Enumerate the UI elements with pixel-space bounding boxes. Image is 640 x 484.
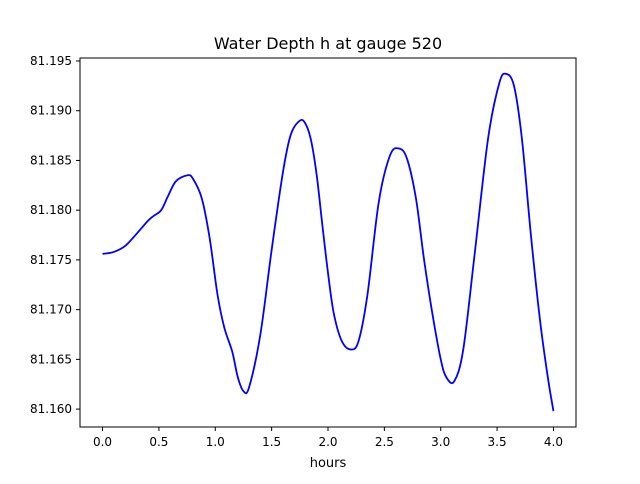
x-tick-label: 1.0 [206,435,225,449]
x-tick-label: 1.5 [262,435,281,449]
x-tick-label: 2.0 [318,435,337,449]
x-tick-label: 3.0 [431,435,450,449]
y-tick-label: 81.170 [30,303,72,317]
y-axis: 81.160 81.165 81.170 81.175 81.180 81.185 81.1… [30,54,80,416]
x-tick-label: 4.0 [544,435,563,449]
x-tick-label: 3.5 [488,435,507,449]
y-tick-label: 81.190 [30,104,72,118]
y-tick-label: 81.180 [30,203,72,217]
x-axis: 0.0 0.5 1.0 1.5 2.0 2.5 3.0 3.5 4.0 [93,427,563,449]
x-tick-label: 2.5 [375,435,394,449]
chart-title: Water Depth h at gauge 520 [214,34,442,53]
y-tick-label: 81.160 [30,402,72,416]
plot-area [102,72,555,412]
y-tick-label: 81.165 [30,352,72,366]
x-tick-label: 0.0 [93,435,112,449]
series-line-0 [102,72,555,412]
y-tick-label: 81.185 [30,153,72,167]
x-axis-label: hours [310,456,347,471]
axes-frame [79,57,577,428]
x-tick-label: 0.5 [149,435,168,449]
y-tick-label: 81.195 [30,54,72,68]
y-tick-label: 81.175 [30,253,72,267]
